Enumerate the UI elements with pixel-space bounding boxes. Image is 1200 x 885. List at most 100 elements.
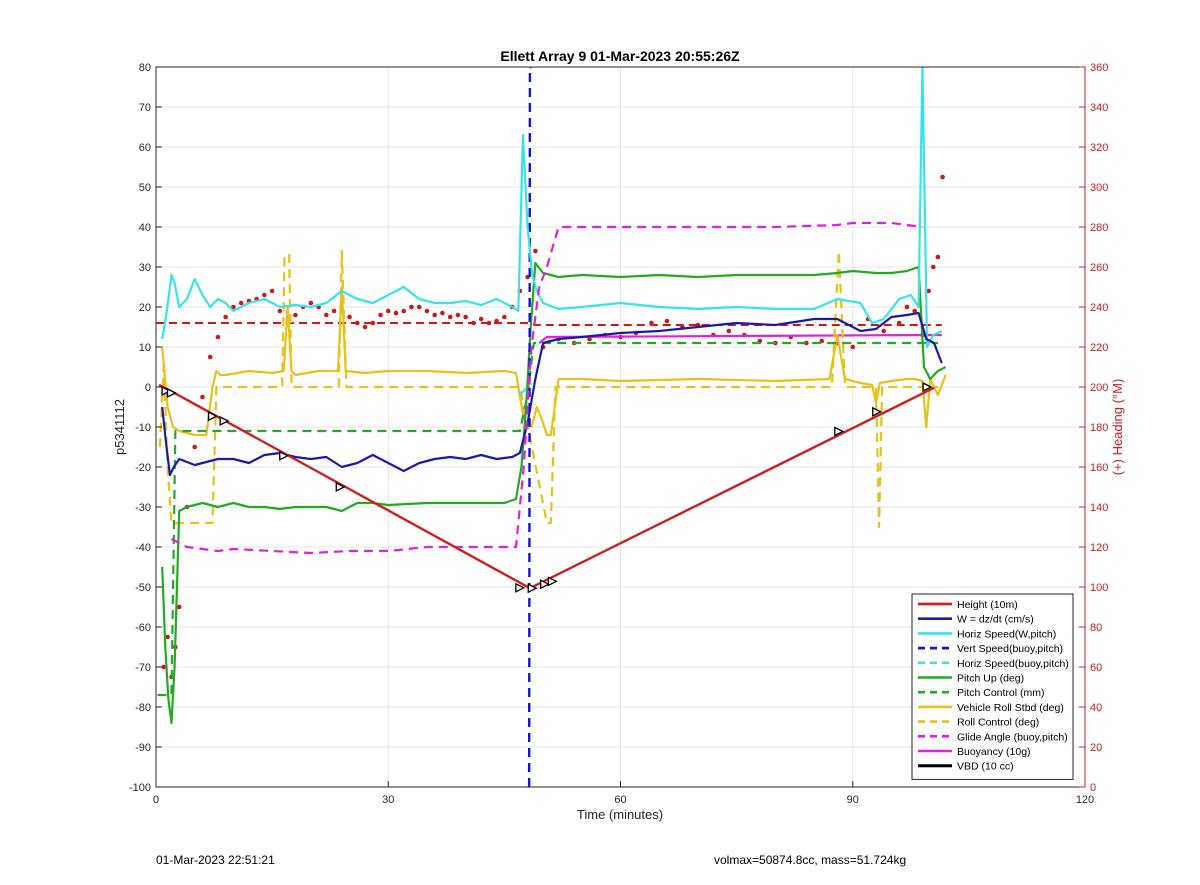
y-tick-label: 10 (139, 342, 151, 354)
y-tick-label: 60 (139, 142, 151, 154)
x-tick-label: 30 (382, 794, 394, 806)
heading-point (664, 318, 670, 324)
heading-point (935, 254, 941, 260)
legend-label: VBD (10 cc) (957, 761, 1014, 773)
x-axis-label: Time (minutes) (577, 807, 663, 822)
heading-point (393, 310, 399, 316)
right-tick-label: 100 (1090, 582, 1108, 594)
height-marker (335, 481, 346, 493)
height-marker (166, 387, 177, 399)
heading-point (347, 314, 352, 320)
heading-point (494, 318, 499, 324)
series-line-buoyancy-10g (538, 333, 942, 344)
heading-point (881, 328, 887, 334)
heading-point (432, 312, 438, 318)
series-line-roll-control-deg (158, 249, 938, 529)
series-line-vert-speed-buoy-pitch (527, 67, 532, 787)
heading-point (409, 304, 414, 310)
y-tick-label: -10 (135, 422, 151, 434)
heading-point (200, 394, 205, 400)
right-tick-label: 280 (1090, 222, 1108, 234)
y-tick-label: -50 (135, 582, 151, 594)
y-tick-label: 0 (145, 382, 151, 394)
heading-point (455, 312, 461, 318)
y-tick-label: -100 (129, 782, 151, 794)
right-tick-label: 140 (1090, 502, 1108, 514)
heading-point (940, 174, 945, 180)
legend-label: Pitch Control (mm) (957, 687, 1045, 699)
heading-point (463, 314, 468, 320)
legend-label: W = dz/dt (cm/s) (957, 614, 1034, 626)
heading-point (354, 320, 360, 326)
legend-label: Pitch Up (deg) (957, 673, 1024, 685)
heading-point (293, 312, 298, 318)
heading-point (926, 288, 931, 294)
y-tick-label: -30 (135, 502, 151, 514)
heading-point (726, 328, 732, 334)
right-tick-label: 300 (1090, 182, 1108, 194)
heading-point (904, 304, 910, 310)
grid (155, 66, 1086, 788)
heading-point (478, 316, 484, 322)
height-marker (515, 582, 526, 593)
heading-point (930, 264, 936, 270)
x-tick-label: 120 (1076, 794, 1094, 806)
heading-point (471, 320, 476, 326)
right-axis-label: (+) Heading (°M) (1110, 379, 1125, 476)
series-line-horiz-speed-buoy-pitch (519, 382, 533, 396)
heading-point (161, 664, 167, 670)
legend-label: Horiz Speed(W,pitch) (957, 628, 1056, 640)
heading-point (649, 320, 654, 326)
height-marker (834, 426, 845, 437)
legend: Height (10m) W = dz/dt (cm/s) Horiz Speed(… (911, 593, 1074, 780)
right-tick-label: 20 (1090, 742, 1102, 754)
heading-point (850, 344, 856, 350)
heading-point (416, 304, 422, 310)
right-tick-label: 40 (1090, 702, 1102, 714)
height-marker (539, 579, 551, 590)
right-tick-label: 160 (1090, 462, 1108, 474)
heading-point (331, 308, 337, 314)
series-line-pitch-up-deg (161, 261, 947, 725)
heading-point (385, 308, 391, 314)
legend-label: Buoyancy (10g) (957, 746, 1031, 758)
footer-vehicle-info: volmax=50874.8cc, mass=51.724kg (714, 853, 907, 867)
heading-reference-line (156, 322, 942, 326)
height-marker (161, 385, 172, 397)
legend-label: Horiz Speed(buoy,pitch) (957, 658, 1069, 670)
heading-point (207, 354, 213, 360)
y-tick-label: 40 (139, 222, 151, 234)
height-marker (219, 415, 230, 427)
right-tick-label: 80 (1090, 622, 1102, 634)
markers-layer (161, 381, 933, 594)
right-tick-label: 340 (1090, 102, 1108, 114)
x-tick-label: 0 (153, 794, 159, 806)
right-tick-label: 240 (1090, 302, 1108, 314)
axes: 0 30 60 90 120-100-90-80-70-60-50-40-30-20-1… (129, 62, 1108, 806)
right-tick-label: 360 (1090, 62, 1108, 74)
right-tick-label: 60 (1090, 662, 1102, 674)
y-axis-label: p5341112 (112, 399, 127, 455)
heading-point (804, 340, 809, 346)
y-tick-label: 80 (139, 62, 151, 74)
legend-label: Height (10m) (957, 599, 1018, 611)
series-line-vehicle-roll-stbd-deg (161, 285, 947, 437)
heading-point (308, 300, 314, 306)
legend-label: Vert Speed(buoy,pitch) (957, 643, 1063, 655)
heading-point (424, 308, 430, 314)
heading-point (277, 308, 283, 314)
y-tick-label: 70 (139, 102, 151, 114)
chart-title: Ellett Array 9 01-Mar-2023 20:55:26Z (500, 48, 740, 64)
heading-point (238, 300, 244, 306)
height-marker (547, 576, 558, 587)
series-line-w-dz-dt-cm-s (161, 311, 943, 477)
heading-point (231, 304, 236, 310)
height-marker (207, 411, 218, 422)
right-tick-label: 0 (1090, 782, 1096, 794)
heading-point (324, 312, 329, 318)
y-tick-label: 20 (139, 302, 151, 314)
heading-point (165, 634, 170, 640)
legend-label: Vehicle Roll Stbd (deg) (957, 702, 1064, 714)
y-tick-label: -80 (135, 702, 151, 714)
